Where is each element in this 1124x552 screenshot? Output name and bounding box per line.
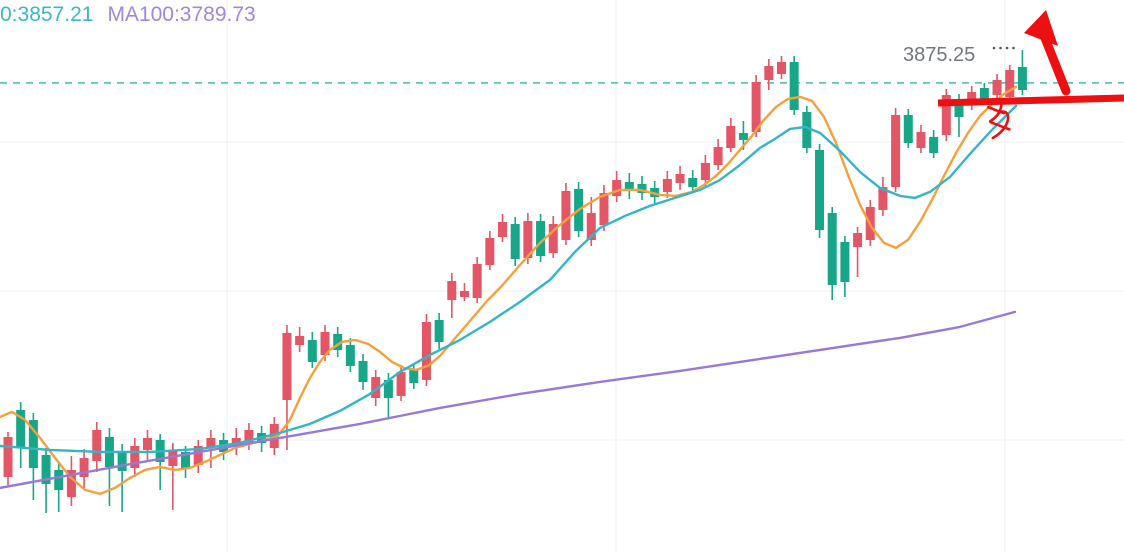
candle[interactable] xyxy=(662,179,672,192)
ma30-legend-value: 0:3857.21 xyxy=(0,3,94,26)
candle[interactable] xyxy=(967,92,977,105)
candle[interactable] xyxy=(3,437,13,477)
candle[interactable] xyxy=(168,450,178,466)
candle[interactable] xyxy=(853,233,863,247)
candle[interactable] xyxy=(383,380,393,398)
candle[interactable] xyxy=(307,340,317,362)
ma-line-MA100 xyxy=(0,310,1017,490)
candle[interactable] xyxy=(333,334,343,350)
candle[interactable] xyxy=(447,281,457,300)
candle[interactable] xyxy=(421,322,431,380)
candle[interactable] xyxy=(979,88,989,100)
candle[interactable] xyxy=(472,264,482,298)
candle[interactable] xyxy=(891,115,901,187)
candle[interactable] xyxy=(675,174,685,183)
high-price-label: 3875.25 xyxy=(903,44,976,66)
candle[interactable] xyxy=(878,187,888,210)
candle[interactable] xyxy=(561,191,571,240)
candle[interactable] xyxy=(586,213,596,240)
candle[interactable] xyxy=(193,446,203,465)
arrow-head xyxy=(1024,10,1058,46)
candle[interactable] xyxy=(916,132,926,148)
candle[interactable] xyxy=(92,430,102,461)
candle[interactable] xyxy=(130,446,140,468)
candle[interactable] xyxy=(79,458,89,477)
ma100-legend-value: MA100:3789.73 xyxy=(107,3,256,26)
moving-average-lines xyxy=(0,85,1018,496)
candle[interactable] xyxy=(738,133,748,140)
candle[interactable] xyxy=(599,193,609,225)
candle[interactable] xyxy=(941,95,951,135)
long-char-stroke xyxy=(989,120,1011,131)
ma-line-MA-mid xyxy=(0,104,1018,454)
ma-line-MA-fast xyxy=(0,85,1018,496)
candle[interactable] xyxy=(802,112,812,148)
candle[interactable] xyxy=(713,147,723,165)
candle[interactable] xyxy=(612,180,622,196)
long-char-stroke xyxy=(988,98,1003,123)
candle[interactable] xyxy=(295,336,305,345)
candle[interactable] xyxy=(142,438,152,450)
candle[interactable] xyxy=(371,377,381,398)
candle[interactable] xyxy=(789,62,799,110)
candle[interactable] xyxy=(751,82,761,132)
candle[interactable] xyxy=(41,455,51,484)
candle[interactable] xyxy=(434,320,444,342)
leader-dot xyxy=(999,46,1002,50)
leader-dot xyxy=(1005,46,1009,50)
candle[interactable] xyxy=(624,182,634,191)
long-character-annotation[interactable] xyxy=(985,98,1012,140)
price-label-dotted-leader xyxy=(992,46,1015,50)
candle[interactable] xyxy=(903,115,913,143)
candle[interactable] xyxy=(66,470,76,497)
candle[interactable] xyxy=(16,410,26,447)
candle[interactable] xyxy=(345,345,355,366)
candle[interactable] xyxy=(282,333,292,400)
candle[interactable] xyxy=(117,452,127,471)
candle[interactable] xyxy=(929,137,939,153)
leader-dot xyxy=(992,46,996,50)
candle[interactable] xyxy=(688,178,698,187)
candle[interactable] xyxy=(244,430,254,442)
candle[interactable] xyxy=(523,221,533,258)
candle[interactable] xyxy=(206,438,216,448)
candle[interactable] xyxy=(764,66,774,80)
candle[interactable] xyxy=(358,361,368,382)
candle[interactable] xyxy=(181,452,191,468)
candle[interactable] xyxy=(827,213,837,285)
candle[interactable] xyxy=(320,332,330,355)
candle[interactable] xyxy=(1017,67,1027,90)
candle[interactable] xyxy=(536,221,546,256)
candle[interactable] xyxy=(498,222,508,237)
candle[interactable] xyxy=(54,470,64,490)
candle[interactable] xyxy=(954,100,964,117)
candle[interactable] xyxy=(459,291,469,297)
red-trend-line-drawing[interactable] xyxy=(937,94,1124,107)
candle[interactable] xyxy=(510,224,520,259)
candlestick-series[interactable] xyxy=(3,50,1027,513)
arrow-shaft xyxy=(1038,28,1071,96)
long-char-stroke xyxy=(991,110,1010,140)
red-up-arrow-drawing[interactable] xyxy=(1024,10,1071,96)
candle[interactable] xyxy=(700,163,710,180)
candle[interactable] xyxy=(485,238,495,265)
leader-dot xyxy=(1012,46,1015,50)
candle[interactable] xyxy=(396,372,406,396)
candle[interactable] xyxy=(726,126,736,148)
candle[interactable] xyxy=(1005,70,1015,97)
candle[interactable] xyxy=(815,150,825,230)
candle[interactable] xyxy=(992,80,1002,95)
indicator-legend: 0:3857.21 MA100:3789.73 xyxy=(0,3,256,27)
candle[interactable] xyxy=(409,370,419,383)
hand-drawn-annotations[interactable] xyxy=(937,10,1124,140)
candle[interactable] xyxy=(28,420,38,468)
candle[interactable] xyxy=(840,242,850,282)
candle[interactable] xyxy=(637,184,647,193)
candle[interactable] xyxy=(776,62,786,74)
candle[interactable] xyxy=(548,224,558,253)
